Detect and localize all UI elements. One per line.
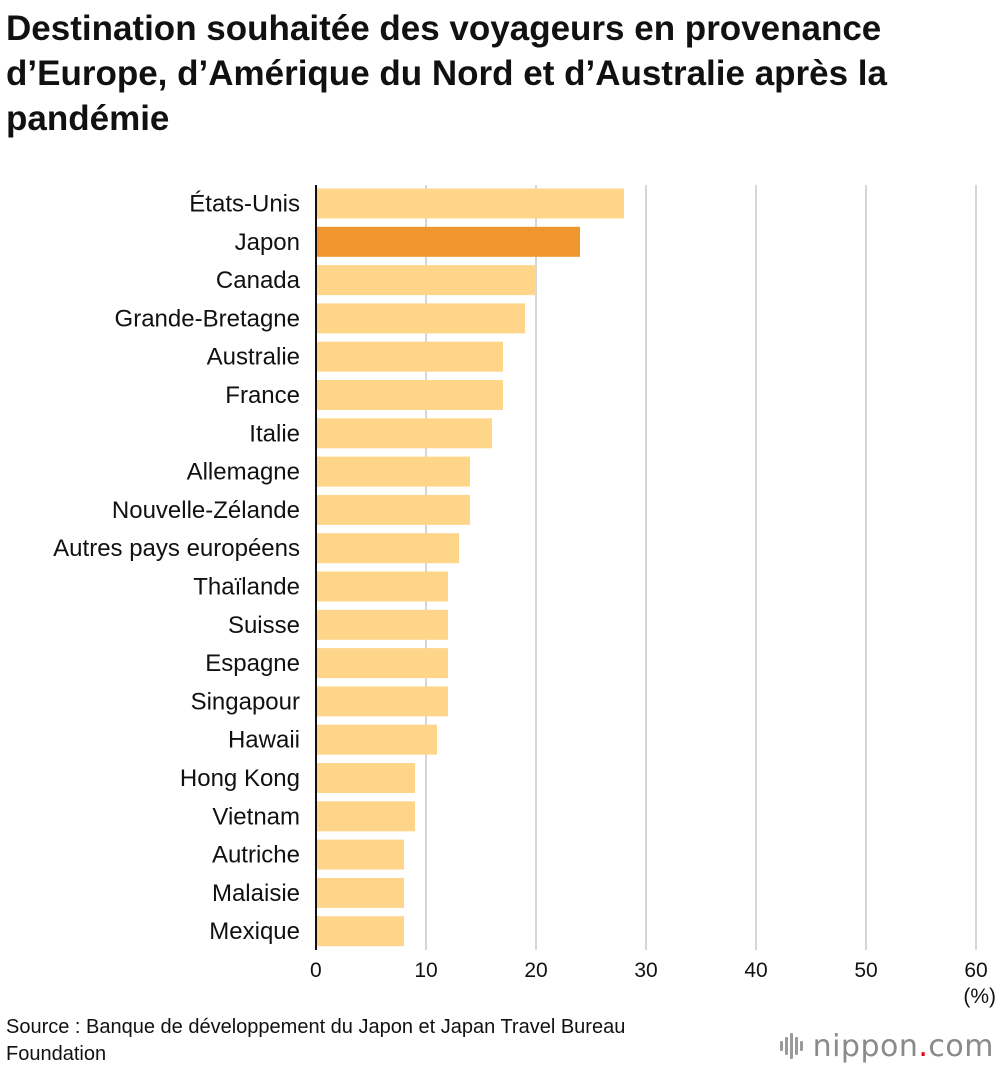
bar — [316, 418, 492, 449]
x-tick-label: 60 — [964, 959, 987, 982]
x-tick-label: 40 — [744, 959, 767, 982]
logo-text: nippon.com — [813, 1029, 994, 1064]
bar — [316, 533, 459, 564]
category-label: Hong Kong — [180, 765, 300, 792]
category-label: Espagne — [205, 650, 300, 677]
bar — [316, 494, 470, 525]
bar — [316, 648, 448, 679]
nippon-logo: nippon.com — [779, 1028, 994, 1064]
category-labels: États-Unis Japon Canada Grande-Bretagne Aust… — [53, 191, 300, 946]
bar — [316, 877, 404, 908]
bar — [316, 724, 437, 755]
bar — [316, 265, 536, 296]
bar — [316, 456, 470, 487]
x-tick-label: 0 — [310, 959, 322, 982]
bar — [316, 341, 503, 372]
category-label: Italie — [249, 420, 300, 447]
category-label: Suisse — [228, 612, 300, 639]
bar — [316, 303, 525, 334]
logo-name: nippon — [812, 1028, 919, 1064]
source-note: Source : Banque de développement du Japo… — [6, 1016, 626, 1065]
category-label: Allemagne — [187, 459, 300, 486]
category-label: Malaisie — [212, 880, 300, 907]
category-label: États-Unis — [189, 191, 300, 218]
logo-suffix: com — [928, 1028, 994, 1064]
x-tick-labels: 0 10 20 30 40 50 60 — [310, 959, 988, 982]
chart-title: Destination souhaitée des voyageurs en p… — [6, 9, 887, 138]
x-unit-label: (%) — [963, 985, 996, 1008]
x-tick-label: 20 — [524, 959, 547, 982]
category-label: Autriche — [212, 842, 300, 869]
category-label: France — [225, 382, 300, 409]
x-tick-label: 10 — [414, 959, 437, 982]
category-label: Canada — [216, 267, 301, 294]
nippon-bars-icon — [779, 1033, 803, 1059]
bar — [316, 609, 448, 640]
category-label: Autres pays européens — [53, 535, 300, 562]
category-label: Grande-Bretagne — [115, 305, 300, 332]
category-label: Japon — [235, 229, 300, 256]
bar — [316, 801, 415, 832]
x-tick-label: 30 — [634, 959, 657, 982]
bar — [316, 686, 448, 717]
category-label: Singapour — [191, 688, 300, 715]
category-label: Australie — [207, 344, 300, 371]
logo-dot: . — [918, 1028, 929, 1064]
bar — [316, 188, 624, 219]
bar — [316, 763, 415, 793]
category-label: Mexique — [209, 918, 300, 945]
grid-lines — [425, 185, 977, 950]
bars — [316, 188, 624, 947]
x-tick-label: 50 — [854, 959, 877, 982]
bar — [316, 571, 448, 602]
category-label: Nouvelle-Zélande — [112, 497, 300, 524]
bar — [316, 380, 503, 410]
bar — [316, 839, 404, 870]
category-label: Vietnam — [212, 803, 300, 830]
category-label: Hawaii — [228, 727, 300, 754]
bar — [316, 916, 404, 947]
bar — [316, 226, 580, 257]
category-label: Thaïlande — [193, 574, 300, 601]
